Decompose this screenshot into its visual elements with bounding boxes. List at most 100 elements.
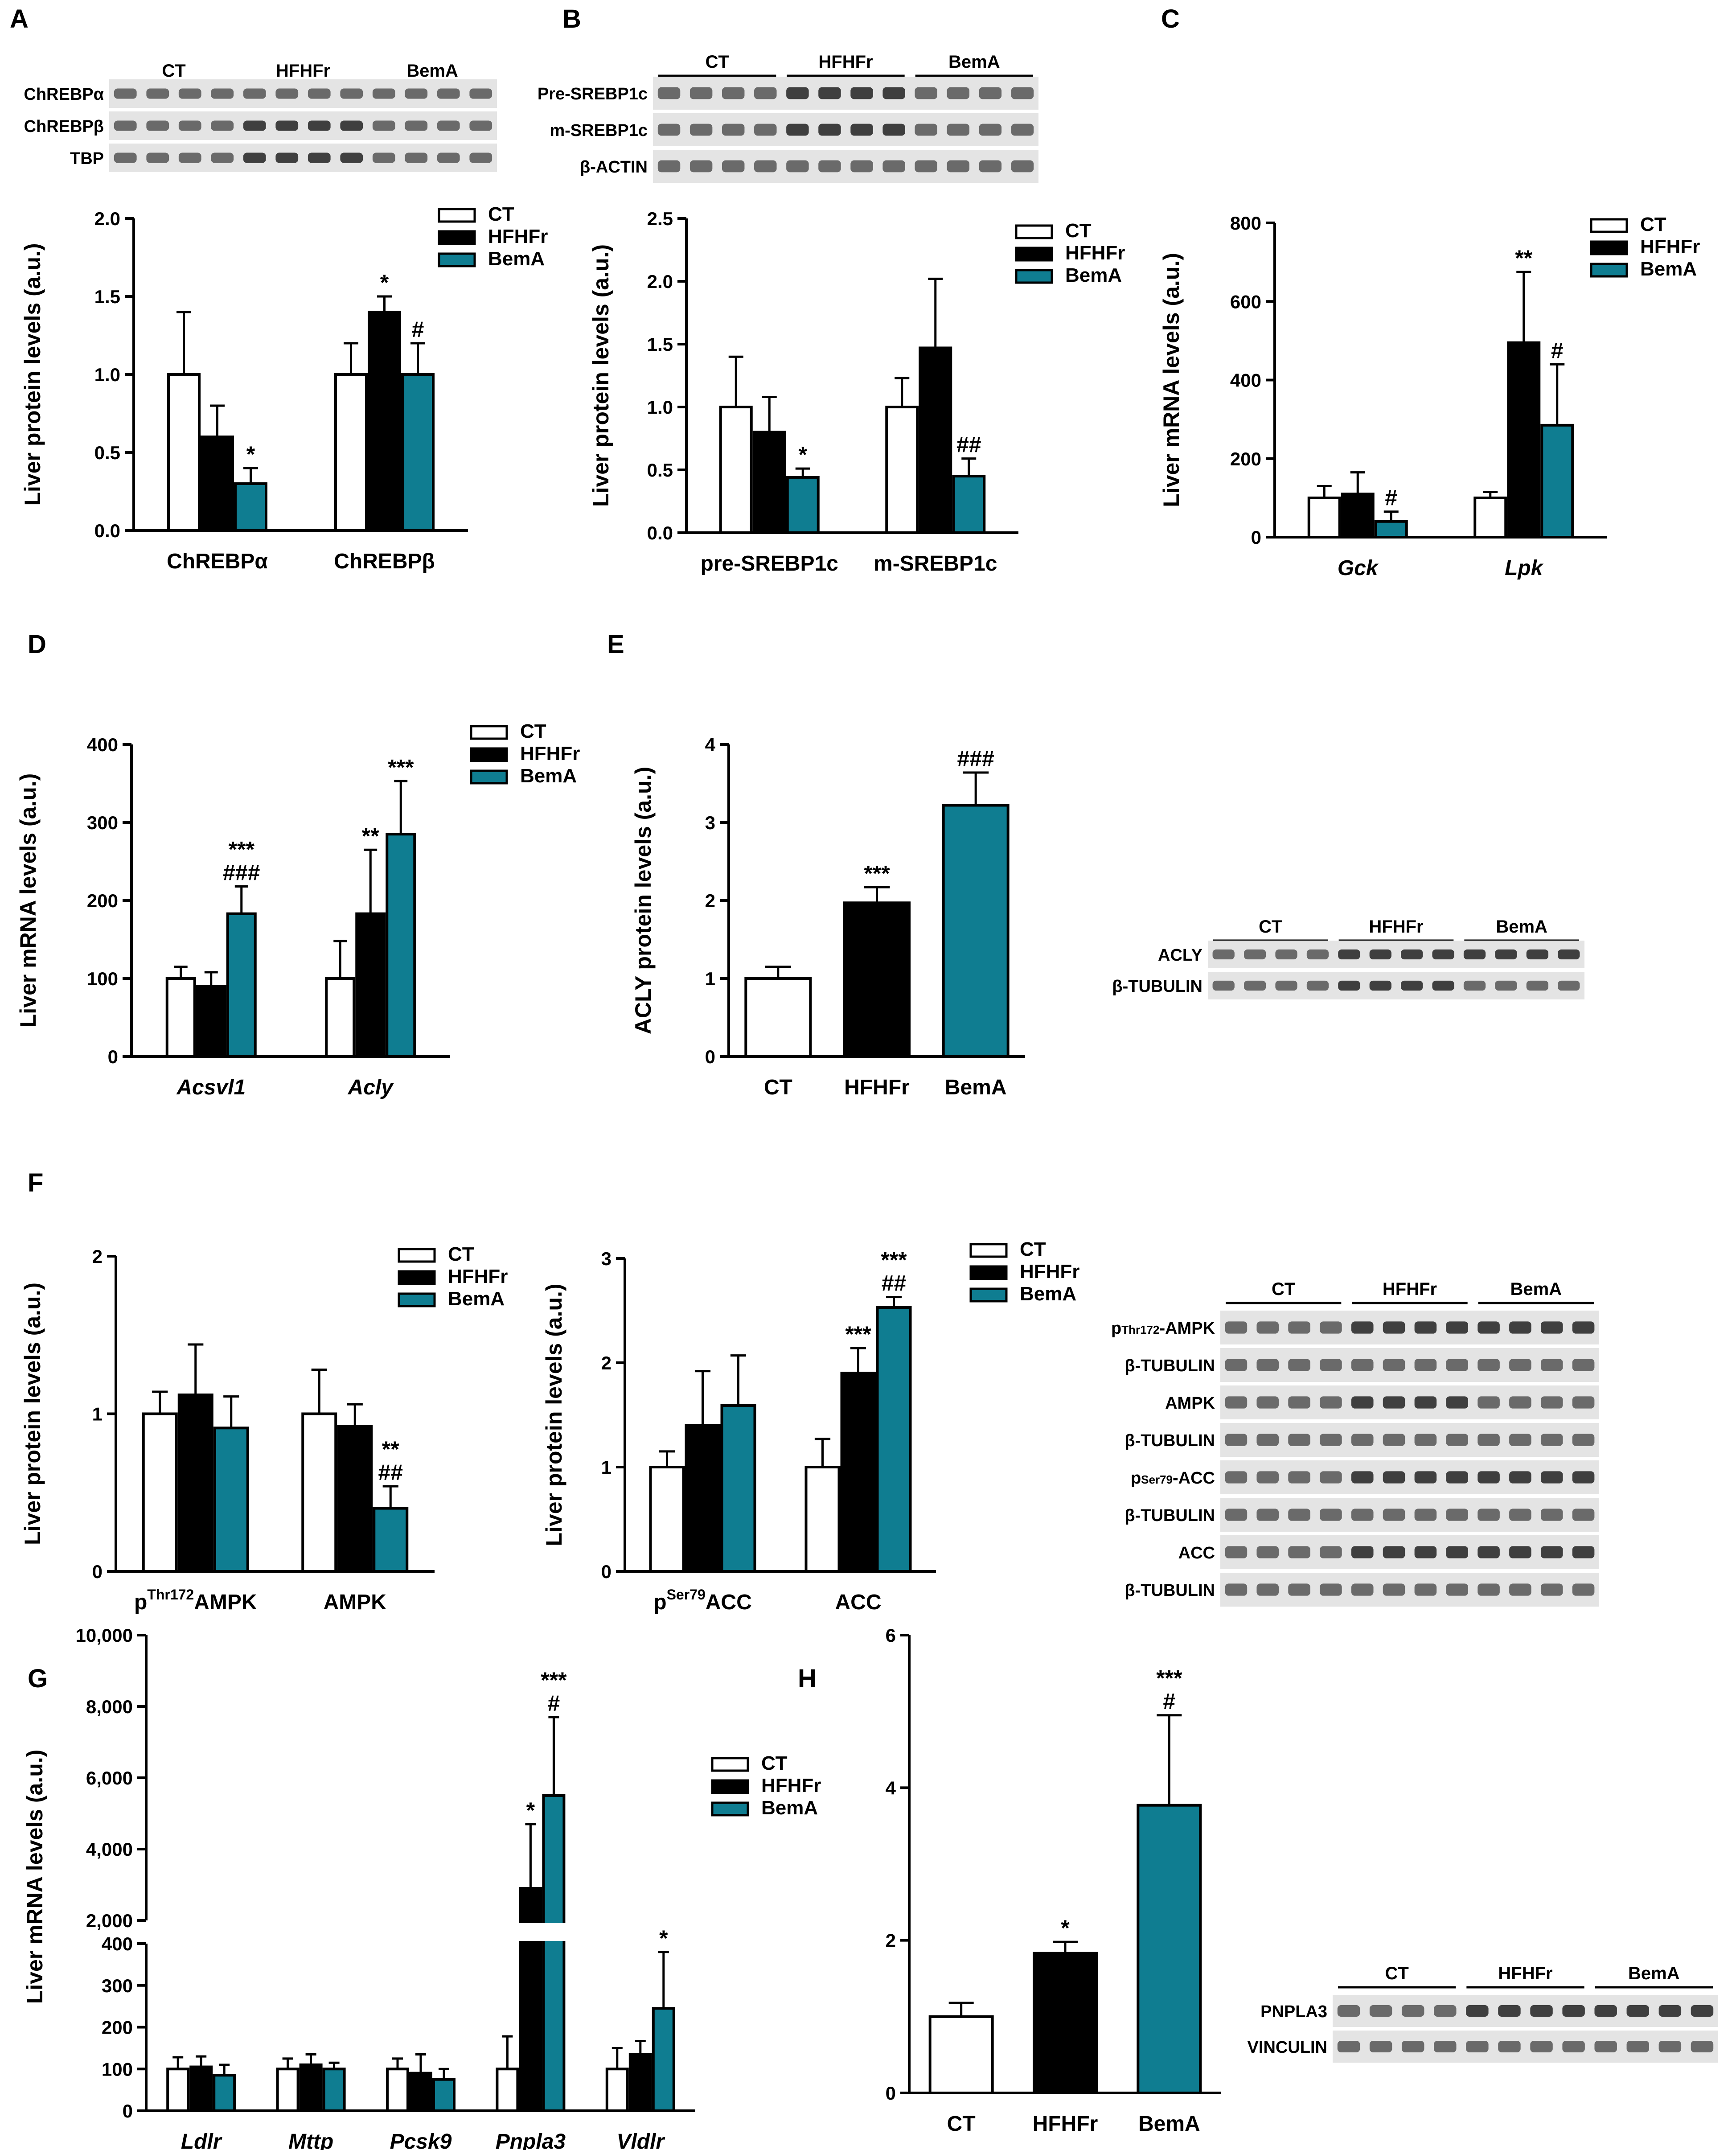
significance-mark: *** xyxy=(1156,1666,1182,1691)
blot-band xyxy=(1495,980,1517,991)
significance-mark: *** xyxy=(881,1248,907,1273)
bar-bema xyxy=(226,912,257,1058)
blot-band xyxy=(1626,2005,1650,2017)
bar-hfhfr xyxy=(1341,493,1375,539)
bar-hfhfr xyxy=(337,1425,373,1573)
blot-band xyxy=(1477,1509,1500,1521)
blot-band xyxy=(1256,1434,1279,1446)
significance-mark: * xyxy=(526,1798,535,1823)
blot-band xyxy=(915,123,937,136)
blot-band xyxy=(979,160,1002,173)
x-category-label: m-SREBP1c xyxy=(874,552,997,576)
significance-mark: *** xyxy=(388,755,414,780)
legend-swatch-ct xyxy=(711,1757,749,1772)
blot-band xyxy=(1691,2005,1714,2017)
blot-band xyxy=(372,88,395,99)
legend-label: HFHFr xyxy=(1020,1261,1079,1283)
x-category-label: ChREBPβ xyxy=(334,550,435,573)
blot-band xyxy=(1225,1359,1248,1371)
blot-strip xyxy=(1220,1573,1599,1607)
y-tick-label: 0.0 xyxy=(647,522,673,543)
blot-strip xyxy=(653,77,1038,110)
significance-mark: *** xyxy=(229,837,255,862)
legend-swatch-ct xyxy=(438,208,476,223)
blot-strip xyxy=(1220,1423,1599,1457)
legend-label: HFHFr xyxy=(448,1266,508,1287)
legend-label: HFHFr xyxy=(761,1775,821,1796)
bar-ct xyxy=(928,2015,994,2095)
blot-band xyxy=(308,152,331,163)
blot-band xyxy=(1526,949,1549,960)
bar-hfhfr xyxy=(843,901,911,1058)
blot-group-label: HFHFr xyxy=(1383,1279,1437,1299)
y-tick-label: 0 xyxy=(108,1046,118,1067)
legend-label: BemA xyxy=(488,248,545,270)
y-tick-label: 0 xyxy=(92,1561,103,1582)
y-tick-label: 0 xyxy=(1251,527,1261,548)
x-category-label: AMPK xyxy=(324,1591,387,1614)
blot-band xyxy=(1337,2005,1360,2017)
significance-mark: ## xyxy=(882,1271,907,1296)
x-category-label: HFHFr xyxy=(844,1076,910,1099)
blot-band xyxy=(979,87,1002,99)
bar-ct xyxy=(719,406,753,534)
legend-swatch-bema xyxy=(470,769,508,785)
blot-strip xyxy=(109,79,497,108)
blot-band xyxy=(114,88,137,99)
blot-band xyxy=(1338,949,1360,960)
blot-band xyxy=(1383,1583,1405,1596)
blot-band xyxy=(1509,1583,1531,1596)
x-category-label: Acly xyxy=(348,1076,394,1099)
y-tick-label: 0 xyxy=(886,2083,896,2104)
significance-mark: ** xyxy=(362,823,379,848)
y-tick-label: 3 xyxy=(601,1248,611,1269)
blot-band xyxy=(1351,1583,1374,1596)
y-axis-title: Liver mRNA levels (a.u.) xyxy=(16,773,41,1028)
y-axis-title: Liver protein levels (a.u.) xyxy=(20,1283,45,1545)
bar-ct xyxy=(649,1466,685,1573)
legend-swatch-ct xyxy=(470,725,508,740)
y-tick-label: 3 xyxy=(705,812,715,833)
bar-ct xyxy=(1473,496,1507,539)
blot-band xyxy=(1256,1583,1279,1596)
blot-band xyxy=(1320,1396,1342,1409)
legend-label: BemA xyxy=(761,1797,818,1819)
blot-band xyxy=(657,123,681,136)
blot-group-label: CT xyxy=(1385,1964,1409,1983)
blot-band xyxy=(689,87,713,99)
x-category-label: Pnpla3 xyxy=(496,2130,566,2150)
blot-band xyxy=(146,152,169,163)
blot-band xyxy=(786,87,809,99)
x-category-label-part: ACC xyxy=(835,1591,882,1614)
blot-band xyxy=(1572,1583,1595,1596)
y-tick-label: 2 xyxy=(705,890,715,911)
blot-band xyxy=(818,87,841,99)
blot-band xyxy=(722,87,745,99)
legend-label: BemA xyxy=(1020,1283,1076,1305)
y-tick-label: 2.5 xyxy=(647,208,673,229)
blot-band xyxy=(1320,1471,1342,1484)
legend-label: BemA xyxy=(448,1288,505,1310)
x-category-label: Pcsk9 xyxy=(390,2130,452,2150)
blot-band xyxy=(1288,1509,1310,1521)
bar-hfhfr xyxy=(299,2063,323,2112)
blot-band xyxy=(1320,1546,1342,1558)
blot-band xyxy=(1562,2005,1585,2017)
bar-bema xyxy=(786,476,820,534)
blot-band xyxy=(915,160,937,173)
x-category-label: Mttp xyxy=(288,2130,333,2150)
blot-strip xyxy=(1220,1311,1599,1344)
blot-band xyxy=(1225,1396,1248,1409)
blot-band xyxy=(1212,949,1235,960)
blot-band xyxy=(1244,980,1266,991)
blot-band xyxy=(1288,1546,1310,1558)
significance-mark: *** xyxy=(541,1668,567,1693)
bar-bema xyxy=(1137,1804,1202,2094)
blot-band xyxy=(1338,980,1360,991)
blot-band xyxy=(1509,1321,1531,1334)
panel-letter: G xyxy=(28,1664,48,1693)
blot-band xyxy=(1288,1434,1310,1446)
legend-swatch-hfhfr xyxy=(969,1265,1008,1280)
y-tick-label: 1 xyxy=(92,1404,103,1425)
